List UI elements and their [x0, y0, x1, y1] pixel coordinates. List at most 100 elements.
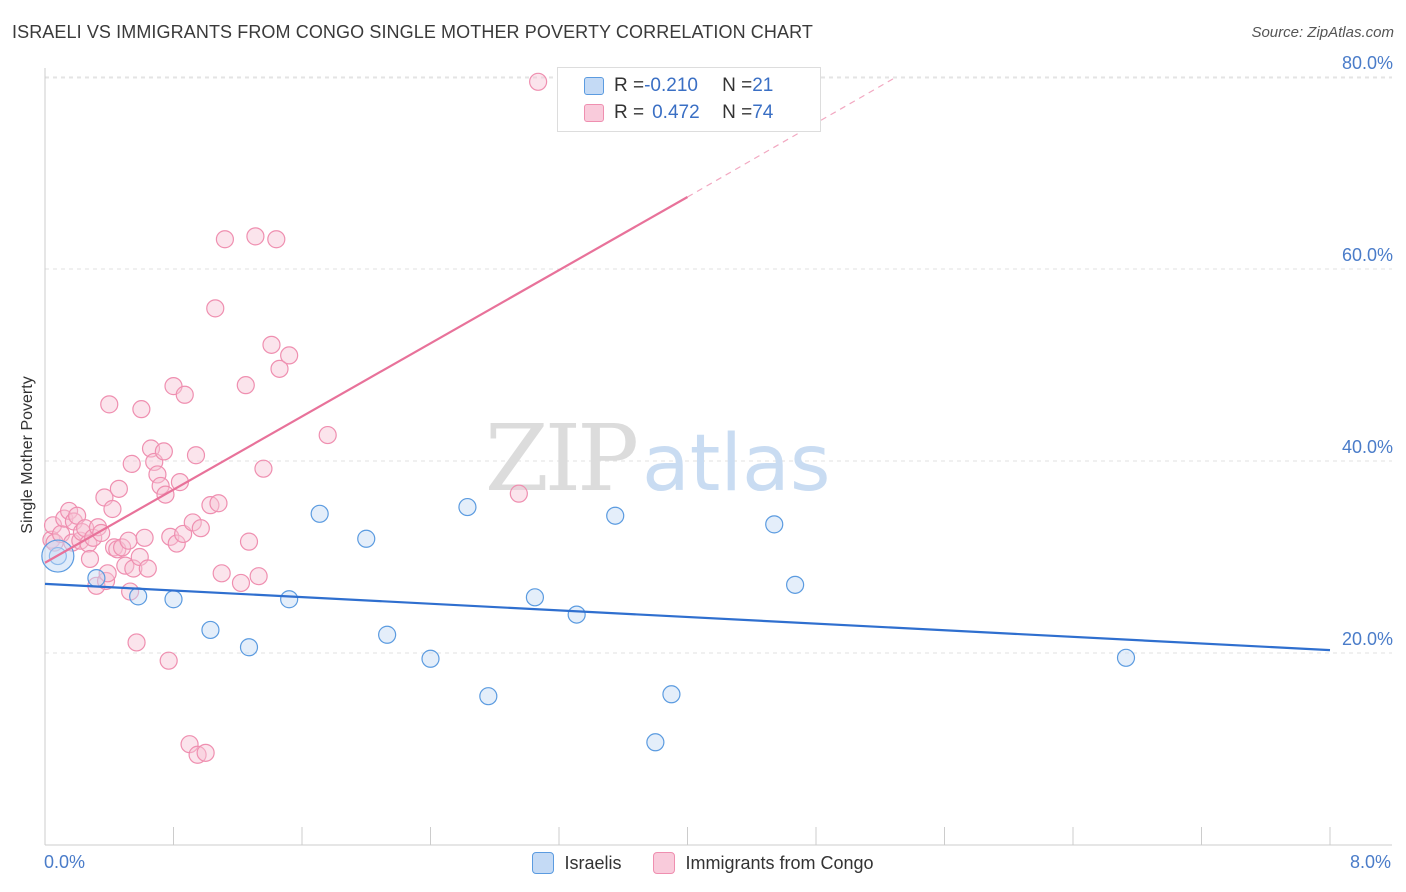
congo-point: [135, 528, 154, 547]
israeli-points: [41, 497, 1136, 752]
congo-point: [236, 376, 255, 395]
congo-point: [98, 564, 117, 583]
israeli-point: [765, 515, 784, 534]
y-tick-labels: 20.0% 40.0% 60.0% 80.0%: [1342, 53, 1393, 649]
congo-point: [212, 564, 231, 583]
r-label: R =: [614, 102, 645, 123]
congo-point: [148, 465, 167, 484]
congo-point: [138, 559, 157, 578]
congo-point: [151, 476, 170, 496]
stats-row-congo: R = 0.472 N = 74: [584, 100, 773, 126]
x-max-label: 8.0%: [1350, 852, 1392, 872]
r-label: R =: [614, 75, 645, 96]
israeli-point: [129, 587, 148, 606]
congo-point: [167, 534, 186, 553]
watermark-atlas: atlas: [642, 419, 831, 509]
y-tick-label: 40.0%: [1342, 437, 1393, 457]
israeli-point: [458, 497, 477, 517]
israeli-point: [786, 575, 805, 594]
congo-trend-extension: [687, 76, 897, 198]
congo-point: [127, 633, 146, 652]
congo-trend-line: [44, 196, 689, 564]
source-label: Source: ZipAtlas.com: [1251, 24, 1394, 41]
congo-point: [186, 446, 206, 465]
israelis-legend-swatch: [532, 852, 555, 874]
israeli-point: [239, 638, 259, 657]
watermark: ZIP atlas: [485, 405, 831, 512]
israeli-point: [201, 620, 220, 640]
israeli-point: [525, 588, 545, 607]
n-label: N =: [722, 102, 753, 123]
congo-point: [109, 479, 128, 498]
israelis-legend-label: Israelis: [564, 852, 622, 873]
israeli-point: [357, 529, 376, 548]
chart-title: ISRAELI VS IMMIGRANTS FROM CONGO SINGLE …: [12, 22, 813, 42]
congo-point: [112, 538, 132, 557]
congo-point: [262, 335, 281, 354]
congo-point: [206, 299, 225, 318]
congo-point: [191, 519, 210, 538]
congo-legend-label: Immigrants from Congo: [685, 852, 874, 873]
congo-point: [254, 459, 273, 478]
congo-point: [119, 531, 138, 550]
legend-item-congo: Immigrants from Congo: [653, 852, 874, 874]
israeli-point: [479, 687, 498, 706]
israeli-point: [280, 590, 299, 609]
congo-point: [215, 230, 234, 249]
israeli-point: [662, 685, 681, 704]
congo-swatch: [584, 104, 604, 122]
series-legend: Israelis Immigrants from Congo: [0, 852, 1406, 874]
congo-point: [318, 425, 337, 445]
congo-point: [246, 227, 265, 246]
congo-point: [249, 567, 268, 586]
israeli-point: [164, 590, 183, 609]
israeli-point: [1116, 648, 1136, 667]
israeli-point: [87, 569, 106, 588]
israeli-point: [310, 504, 329, 523]
congo-point: [175, 385, 194, 404]
congo-point: [103, 499, 122, 519]
congo-point: [231, 573, 251, 593]
congo-point: [509, 484, 528, 503]
congo-point: [132, 400, 151, 419]
israeli-point: [646, 733, 665, 752]
y-tick-label: 20.0%: [1342, 629, 1393, 649]
congo-point: [529, 72, 548, 91]
israelis-trend-line: [44, 582, 1331, 652]
congo-point: [280, 346, 299, 365]
legend-item-israelis: Israelis: [532, 852, 621, 874]
x-min-label: 0.0%: [44, 852, 86, 872]
stats-row-israelis: R = -0.210 N = 21: [584, 73, 773, 99]
axes: [44, 68, 1392, 846]
congo-point: [122, 454, 141, 473]
congo-point: [154, 442, 173, 461]
n-label: N =: [722, 75, 753, 96]
israeli-point: [567, 605, 586, 624]
congo-point: [196, 743, 215, 762]
stats-legend: R = -0.210 N = 21 R = 0.472 N = 74: [557, 67, 821, 132]
israeli-point: [606, 506, 625, 525]
congo-point: [267, 230, 286, 249]
r-value: 0.472: [652, 102, 700, 123]
congo-point: [124, 559, 143, 578]
y-tick-label: 60.0%: [1342, 245, 1393, 265]
y-tick-label: 80.0%: [1342, 53, 1393, 73]
congo-point: [159, 651, 178, 670]
n-value: 21: [752, 75, 774, 96]
n-value: 74: [752, 102, 774, 123]
israelis-swatch: [584, 77, 604, 95]
watermark-zip: ZIP: [485, 405, 636, 512]
trend-lines: [44, 76, 1331, 652]
r-value: -0.210: [644, 75, 698, 96]
congo-point: [239, 532, 259, 551]
israeli-point: [378, 625, 397, 644]
congo-point: [209, 494, 228, 513]
congo-point: [100, 395, 119, 414]
grid-lines: [45, 76, 1392, 654]
congo-legend-swatch: [653, 852, 676, 874]
congo-points: [42, 72, 548, 764]
congo-point: [270, 359, 289, 378]
israeli-point: [421, 649, 440, 668]
congo-point: [80, 549, 100, 569]
